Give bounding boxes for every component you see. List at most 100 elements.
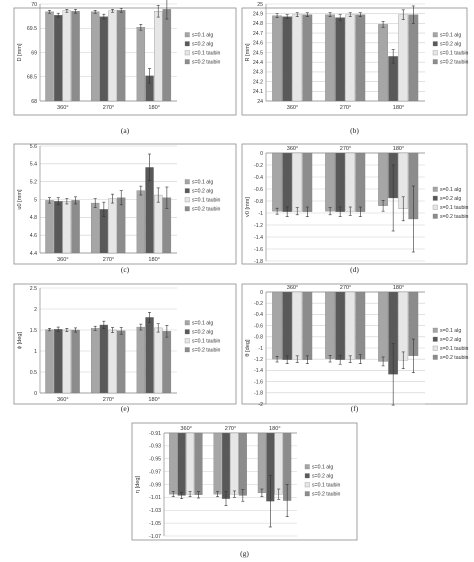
legend-entry: s=0.2 alg <box>440 337 461 343</box>
bar-s-0-1-taubin <box>345 291 356 360</box>
bar-s-0-1-alg <box>378 24 388 102</box>
bar-s-0-2-taubin <box>71 11 80 102</box>
category-label: 360° <box>180 426 192 432</box>
y-tick-label: 0 <box>34 391 37 397</box>
bar-s-0-2-alg <box>54 15 63 102</box>
y-tick-label: 24.2 <box>253 79 263 85</box>
category-label: 180° <box>393 146 405 152</box>
bar-s-0-1-taubin <box>154 327 163 394</box>
legend-entry: s=0.2 taubin <box>440 60 469 66</box>
legend-swatch <box>432 32 438 38</box>
category-label: 360° <box>287 146 299 152</box>
bar-s-0-1-taubin <box>398 14 409 102</box>
y-tick-label: 0 <box>260 151 263 157</box>
y-tick-label: -1.8 <box>254 259 263 265</box>
bar-s-0-2-taubin <box>408 14 419 102</box>
legend-entry: s=0.1 alg <box>440 33 461 39</box>
panel-label: (a) <box>121 126 130 135</box>
y-tick-label: 70 <box>31 2 37 8</box>
y-tick-label: 2.5 <box>30 286 37 292</box>
bar-s-0-1-alg <box>257 432 266 494</box>
y-tick-label: 68.5 <box>27 75 37 81</box>
legend-entry: s=0.2 taubin <box>192 60 221 66</box>
legend-entry: s=0.1 alg <box>440 187 461 193</box>
bar-s-0-1-alg <box>325 291 335 359</box>
bar-s-0-1-taubin <box>345 152 356 212</box>
bar-s-0-1-taubin <box>230 432 239 495</box>
category-label: 270° <box>225 426 237 432</box>
bar-s-0-2-taubin <box>117 10 126 102</box>
y-tick-label: -1.03 <box>149 508 161 514</box>
y-tick-label: 24.7 <box>253 31 263 37</box>
bar-s-0-1-alg <box>136 326 146 394</box>
legend-swatch <box>184 320 190 326</box>
bar-s-0-1-alg <box>378 152 388 206</box>
y-tick-label: -0.91 <box>149 431 161 437</box>
y-axis-label: ϕ [deg] <box>17 331 23 349</box>
legend-swatch <box>304 491 310 497</box>
category-label: 360° <box>57 397 69 403</box>
legend-entry: s=0.2 taubin <box>192 207 221 213</box>
bar-s-0-1-alg <box>45 329 54 394</box>
bar-s-0-1-taubin <box>62 329 72 394</box>
y-tick-label: 5.6 <box>30 144 37 150</box>
chart-panel: 0 -0.2 -0.4 -0.6 -0.8 -1 -1.2 -1.4 -1.6 -1.8 v0 [m… <box>241 143 469 274</box>
legend-entry: s=0.1 taubin <box>192 339 221 345</box>
y-tick-label: 24 <box>257 99 263 105</box>
bar-s-0-2-taubin <box>162 331 172 394</box>
y-tick-label: 24.5 <box>253 50 263 56</box>
legend-entry: s=0.1 alg <box>312 465 333 471</box>
category-label: 180° <box>148 257 160 263</box>
legend-swatch <box>432 50 438 56</box>
y-tick-label: 4.6 <box>30 233 37 239</box>
legend-entry: s=0.1 alg <box>192 180 213 186</box>
legend-swatch <box>184 347 190 353</box>
legend-swatch <box>432 41 438 47</box>
panel-label: (e) <box>121 404 130 413</box>
y-tick-label: -1.6 <box>254 379 263 385</box>
legend-swatch <box>432 59 438 65</box>
legend-swatch <box>184 50 190 56</box>
legend-swatch <box>432 195 438 201</box>
y-axis-label: θ [deg] <box>245 339 251 357</box>
bar-s-0-2-alg <box>177 432 186 496</box>
y-axis-label: η [deg] <box>135 476 141 494</box>
legend-swatch <box>432 204 438 210</box>
y-tick-label: -0.93 <box>149 444 161 450</box>
bar-s-0-2-alg <box>335 17 346 102</box>
category-label: 180° <box>148 105 160 111</box>
y-tick-label: -1.2 <box>254 223 263 229</box>
bar-s-0-2-alg <box>282 291 293 360</box>
legend-swatch <box>184 179 190 185</box>
bar-s-0-2-taubin <box>302 291 313 360</box>
y-tick-label: 25 <box>257 2 263 8</box>
legend-swatch <box>432 186 438 192</box>
legend-entry: s=0.2 taubin <box>440 214 469 220</box>
y-tick-label: -1.6 <box>254 247 263 253</box>
y-tick-label: 24.3 <box>253 70 263 76</box>
bar-s-0-2-taubin <box>355 152 366 212</box>
bar-s-0-2-taubin <box>71 200 80 254</box>
legend-entry: s=0.1 taubin <box>192 51 221 57</box>
category-label: 360° <box>57 105 69 111</box>
y-tick-label: 68 <box>31 99 37 105</box>
bar-s-0-1-taubin <box>292 291 303 360</box>
y-tick-label: -0.6 <box>254 187 263 193</box>
y-tick-label: -0.95 <box>149 457 161 463</box>
y-tick-label: 69 <box>31 50 37 56</box>
bar-s-0-2-alg <box>99 16 109 102</box>
bar-s-0-1-taubin <box>108 329 117 394</box>
category-label: 180° <box>393 285 405 291</box>
bar-s-0-1-alg <box>272 152 282 212</box>
y-tick-label: -0.8 <box>254 335 263 341</box>
y-tick-label: 24.6 <box>253 41 263 47</box>
legend-entry: s=0.1 alg <box>192 33 213 39</box>
legend-entry: s=0.1 taubin <box>440 51 469 57</box>
legend-entry: s=0.1 taubin <box>312 483 341 489</box>
category-label: 270° <box>103 257 115 263</box>
y-tick-label: -1 <box>258 346 263 352</box>
y-tick-label: 0.5 <box>30 370 37 376</box>
bar-s-0-1-taubin <box>292 152 303 212</box>
category-label: 180° <box>269 426 281 432</box>
y-tick-label: -1.8 <box>254 391 263 397</box>
